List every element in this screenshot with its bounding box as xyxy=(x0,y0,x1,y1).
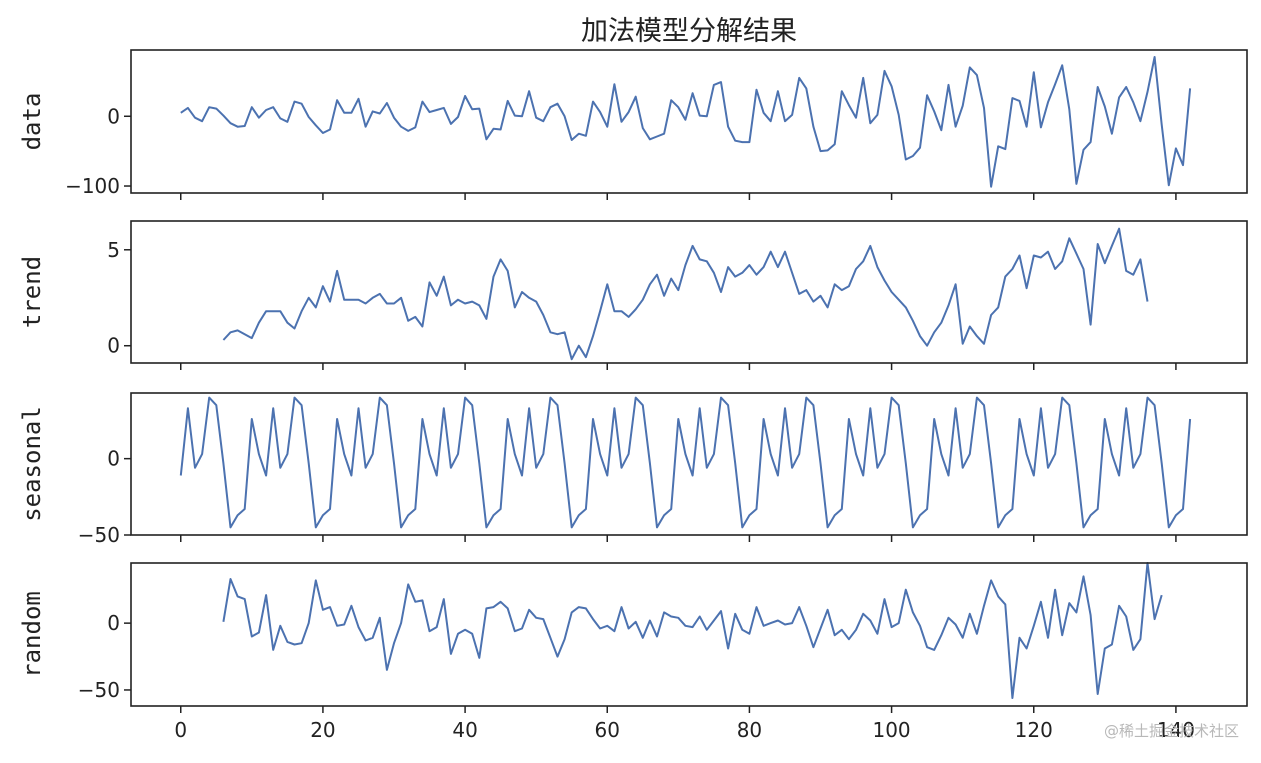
xtick-label: 100 xyxy=(872,718,910,742)
trend-ytick-label: 5 xyxy=(107,238,120,262)
seasonal-ytick-label: −50 xyxy=(78,523,120,547)
random-ytick-label: −50 xyxy=(78,678,120,702)
xtick-label: 80 xyxy=(737,718,762,742)
subplot-group: 0 −100 data 5 0 trend 0 −50 seasonal 0 −50 random 0 2… xyxy=(18,49,1248,742)
trend-series-line xyxy=(222,227,1149,361)
seasonal-ylabel: seasonal xyxy=(18,406,46,522)
xtick-label: 120 xyxy=(1015,718,1053,742)
chart-title: 加法模型分解结果 xyxy=(581,16,797,47)
trend-subplot: 5 0 trend xyxy=(18,220,1248,370)
random-subplot: 0 −50 random 0 20 40 60 80 100 120 140 xyxy=(18,562,1248,742)
data-ylabel: data xyxy=(18,93,46,151)
xtick-label: 20 xyxy=(310,718,335,742)
seasonal-series-line xyxy=(179,396,1192,529)
random-series-line xyxy=(222,562,1163,699)
trend-axes-frame xyxy=(130,220,1248,364)
seasonal-ytick-label: 0 xyxy=(107,447,120,471)
random-ytick-label: 0 xyxy=(107,611,120,635)
data-series-line xyxy=(180,56,1192,188)
data-ytick-label: −100 xyxy=(65,174,120,198)
xtick-label: 0 xyxy=(174,718,187,742)
trend-ylabel: trend xyxy=(18,256,46,328)
data-ytick-label: 0 xyxy=(107,104,120,128)
trend-ytick-label: 0 xyxy=(107,334,120,358)
seasonal-axes-frame xyxy=(130,392,1248,536)
seasonal-subplot: 0 −50 seasonal xyxy=(18,392,1248,547)
xtick-label: 140 xyxy=(1157,718,1195,742)
random-ylabel: random xyxy=(18,591,46,678)
data-axes-frame xyxy=(130,49,1248,194)
data-subplot: 0 −100 data xyxy=(18,49,1248,200)
xtick-label: 40 xyxy=(452,718,477,742)
random-axes-frame xyxy=(130,562,1248,707)
xtick-label: 60 xyxy=(595,718,620,742)
watermark: @稀土掘金技术社区 xyxy=(1103,722,1239,740)
